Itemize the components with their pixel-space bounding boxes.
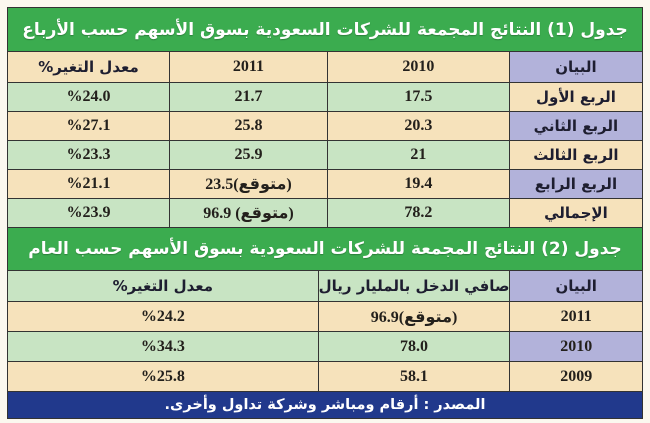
t1-row-total-change: %23.9: [8, 199, 169, 227]
t2-row-2009-change: %25.8: [8, 362, 318, 391]
t1-header-change-rate: معدل التغير%: [8, 52, 169, 82]
t1-row-q1-change: %24.0: [8, 83, 169, 111]
table2-years: البيان صافي الدخل بالمليار ريال معدل الت…: [8, 271, 642, 391]
t2-row-2010-income: 78.0: [318, 332, 510, 361]
t2-header-net-income: صافي الدخل بالمليار ريال: [318, 271, 510, 301]
t2-row-2011-label: 2011: [510, 302, 642, 331]
t1-row-q3-2010: 21: [327, 141, 509, 169]
t2-row-2009-label: 2009: [510, 362, 642, 391]
t1-row-q3-label: الربع الثالث: [509, 141, 642, 169]
table2-title: جدول (2) النتائج المجمعة للشركات السعودي…: [28, 239, 622, 259]
t1-row-total-2010: 78.2: [327, 199, 509, 227]
table1-quarters: البيان 2010 2011 معدل التغير% الربع الأو…: [8, 52, 642, 227]
t2-row-2011-change: %24.2: [8, 302, 318, 331]
source-bar: المصدر : أرقام ومباشر وشركة تداول وأخرى.: [8, 392, 642, 418]
t1-row-q1-2011: 21.7: [169, 83, 327, 111]
t2-row-2009-income: 58.1: [318, 362, 510, 391]
t1-row-q4-change: %21.1: [8, 170, 169, 198]
t1-row-q2-2011: 25.8: [169, 112, 327, 140]
table1-title-bar: جدول (1) النتائج المجمعة للشركات السعودي…: [8, 8, 642, 51]
t1-row-q2-2010: 20.3: [327, 112, 509, 140]
t2-row-2010-change: %34.3: [8, 332, 318, 361]
source-text: المصدر : أرقام ومباشر وشركة تداول وأخرى.: [164, 397, 486, 413]
t1-row-q3-2011: 25.9: [169, 141, 327, 169]
t1-row-total-2011: (متوقع) 96.9: [169, 199, 327, 227]
t1-row-q4-2011: (متوقع)23.5: [169, 170, 327, 198]
t1-header-statement: البيان: [509, 52, 642, 82]
t1-header-2011: 2011: [169, 52, 327, 82]
t1-row-q4-label: الربع الرابع: [509, 170, 642, 198]
t1-row-q1-2010: 17.5: [327, 83, 509, 111]
t1-row-q3-change: %23.3: [8, 141, 169, 169]
table2-title-bar: جدول (2) النتائج المجمعة للشركات السعودي…: [8, 228, 642, 270]
t1-header-2010: 2010: [327, 52, 509, 82]
t2-header-change-rate: معدل التغير%: [8, 271, 318, 301]
t2-header-statement: البيان: [510, 271, 642, 301]
t2-row-2010-label: 2010: [510, 332, 642, 361]
tables-frame: جدول (1) النتائج المجمعة للشركات السعودي…: [7, 7, 643, 419]
t1-row-q2-label: الربع الثاني: [509, 112, 642, 140]
t1-row-q1-label: الربع الأول: [509, 83, 642, 111]
t2-row-2011-income: (متوقع)96.9: [318, 302, 510, 331]
t1-row-total-label: الإجمالي: [509, 199, 642, 227]
t1-row-q4-2010: 19.4: [327, 170, 509, 198]
t1-row-q2-change: %27.1: [8, 112, 169, 140]
table1-title: جدول (1) النتائج المجمعة للشركات السعودي…: [22, 19, 628, 40]
